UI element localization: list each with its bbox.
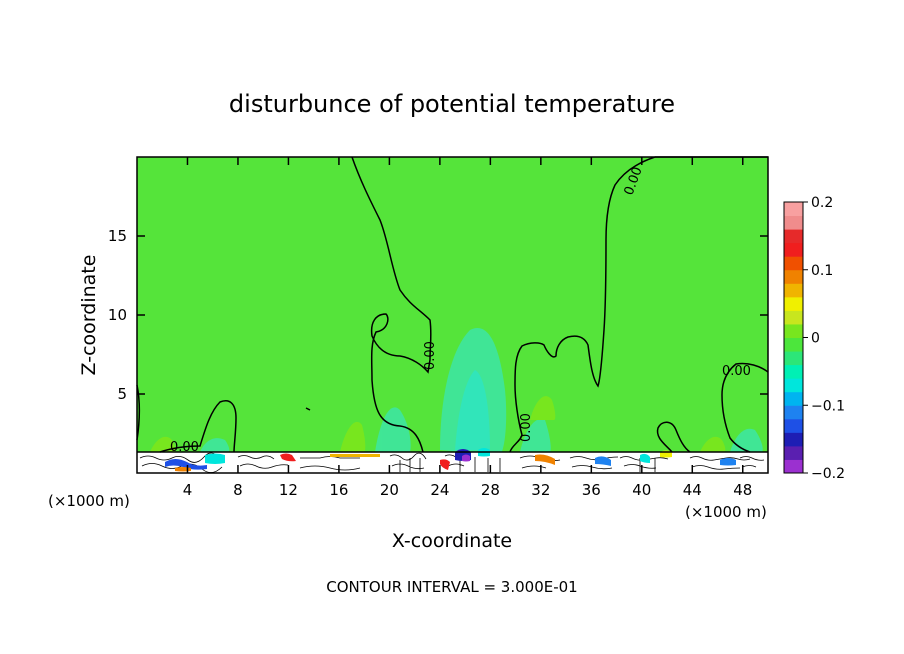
colorbar-swatch-7 xyxy=(784,364,803,379)
y-axis-label: Z-coordinate xyxy=(78,255,100,376)
colorbar-swatch-0 xyxy=(784,459,803,474)
contour-interval-text: CONTOUR INTERVAL = 3.000E-01 xyxy=(326,578,577,596)
colorbar-tick-label-2: 0 xyxy=(811,331,820,347)
colorbar-swatch-17 xyxy=(784,229,803,244)
patch-purple-1 xyxy=(462,454,470,462)
colorbar-swatch-16 xyxy=(784,242,803,257)
patch-red-2 xyxy=(440,459,450,470)
colorbar-swatch-10 xyxy=(784,323,803,338)
zero-contour-main xyxy=(351,156,432,453)
surface-layer xyxy=(137,448,768,473)
x-tick-label-32: 32 xyxy=(531,481,550,499)
patch-yellow-1 xyxy=(330,454,380,457)
surface-contours xyxy=(139,452,765,473)
zero-contour-right xyxy=(509,156,656,453)
x-tick-label-48: 48 xyxy=(733,481,752,499)
x-tick-label-44: 44 xyxy=(683,481,702,499)
x-tick-label-12: 12 xyxy=(279,481,298,499)
colorbar-tick-label-0: 0.2 xyxy=(811,195,833,211)
colorbar-swatch-5 xyxy=(784,391,803,406)
cool-plume-center-core xyxy=(455,370,490,450)
patch-blue-1 xyxy=(165,459,207,470)
x-unit-label-right: (×1000 m) xyxy=(685,503,767,521)
x-tick-label-36: 36 xyxy=(582,481,601,499)
chart-title: disturbunce of potential temperature xyxy=(229,90,675,118)
warm-patch-3 xyxy=(700,436,726,452)
x-tick-label-8: 8 xyxy=(233,481,243,499)
contour-label-group: 0.00 0.00 0.00 0.00 0.00 xyxy=(170,165,751,455)
x-tick-label-28: 28 xyxy=(481,481,500,499)
x-axis-ticks: 4 8 12 16 20 24 28 32 36 40 44 48 xyxy=(183,157,752,499)
x-tick-label-24: 24 xyxy=(430,481,449,499)
colorbar-swatch-19 xyxy=(784,202,803,217)
contour-label-5: 0.00 xyxy=(722,364,751,379)
y-tick-label-10: 10 xyxy=(108,306,127,324)
warm-patch-1 xyxy=(340,421,366,452)
colorbar-tick-label-4: −0.2 xyxy=(811,466,845,482)
colorbar-swatch-3 xyxy=(784,418,803,433)
x-tick-label-40: 40 xyxy=(632,481,651,499)
contour-label-2: 0.00 xyxy=(423,341,438,370)
patch-blue-4 xyxy=(720,458,736,466)
x-tick-label-4: 4 xyxy=(183,481,193,499)
x-tick-label-16: 16 xyxy=(329,481,348,499)
y-axis-ticks: 5 10 15 xyxy=(108,227,768,403)
colorbar-swatch-1 xyxy=(784,445,803,460)
patch-cyan-3 xyxy=(640,453,650,463)
y-tick-label-5: 5 xyxy=(117,385,127,403)
x-axis-label: X-coordinate xyxy=(392,530,512,552)
colorbar-swatch-6 xyxy=(784,378,803,393)
colorbar-swatch-2 xyxy=(784,432,803,447)
cool-plume-small xyxy=(200,438,230,452)
cool-plume-right xyxy=(520,419,551,452)
colorbar-swatch-11 xyxy=(784,310,803,325)
colorbar-swatch-15 xyxy=(784,256,803,271)
zero-contour-right-hump xyxy=(656,421,691,453)
colorbar-swatch-12 xyxy=(784,296,803,311)
cool-anomaly-regions xyxy=(200,328,763,455)
zero-contour-small-blob xyxy=(305,407,311,411)
colorbar-swatch-9 xyxy=(784,337,803,352)
warm-patch-2 xyxy=(150,436,176,452)
warm-anomaly-regions xyxy=(150,396,726,452)
cool-plume-left xyxy=(375,407,411,452)
plot-area: 0.00 0.00 0.00 0.00 0.00 xyxy=(136,156,769,474)
patch-cyan-1 xyxy=(205,453,225,464)
colorbar-swatch-8 xyxy=(784,351,803,366)
patch-orange-2 xyxy=(535,454,555,465)
patch-red-1 xyxy=(280,453,296,462)
x-unit-label-left: (×1000 m) xyxy=(48,492,130,510)
contour-label-3: 0.00 xyxy=(519,413,534,442)
zero-contour-left-hump xyxy=(159,400,237,453)
contour-label-1: 0.00 xyxy=(170,440,199,455)
patch-blue-3 xyxy=(595,456,611,466)
colorbar: 0.2 0.1 0 −0.1 −0.2 xyxy=(783,195,845,482)
patch-orange-1 xyxy=(175,467,191,472)
warm-patch-4 xyxy=(530,396,556,420)
zero-contour-far-right xyxy=(721,362,769,453)
colorbar-swatch-13 xyxy=(784,283,803,298)
colorbar-tick-label-1: 0.1 xyxy=(811,263,833,279)
colorbar-swatch-4 xyxy=(784,405,803,420)
x-tick-label-20: 20 xyxy=(380,481,399,499)
colorbar-tick-label-3: −0.1 xyxy=(811,398,845,414)
colorbar-swatch-18 xyxy=(784,215,803,230)
colorbar-swatch-14 xyxy=(784,269,803,284)
y-tick-label-15: 15 xyxy=(108,227,127,245)
